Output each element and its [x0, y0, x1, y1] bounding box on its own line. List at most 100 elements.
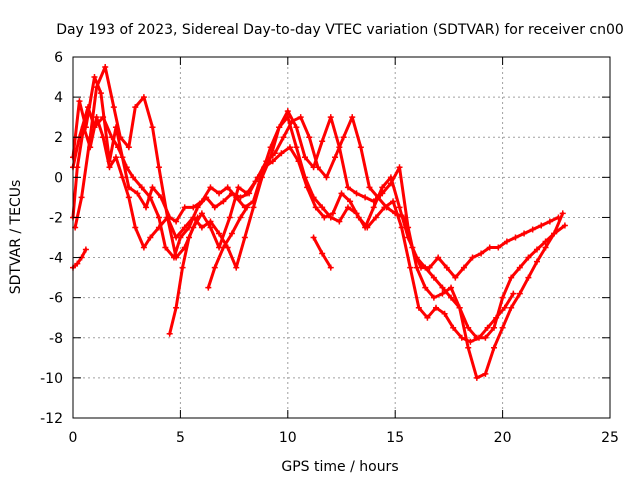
data-point [340, 134, 347, 141]
data-point [559, 210, 566, 217]
data-point [181, 204, 188, 211]
data-point [529, 226, 536, 233]
data-point [173, 218, 180, 225]
plot-frame [72, 56, 611, 419]
y-tick-label: 4 [54, 90, 63, 106]
data-point [422, 284, 429, 291]
data-point [499, 294, 506, 301]
data-point [482, 334, 489, 341]
data-point [267, 154, 274, 161]
data-point [542, 238, 549, 245]
series-line [206, 205, 249, 290]
data-point [143, 204, 150, 211]
data-point [301, 174, 308, 181]
y-axis-label: SDTVAR / TECUs [8, 180, 24, 295]
data-point [478, 250, 485, 257]
data-point [149, 124, 156, 131]
data-point [115, 144, 122, 151]
data-point [435, 254, 442, 261]
y-tick-label: -4 [49, 251, 63, 267]
data-point [216, 230, 223, 237]
data-point [85, 104, 92, 111]
data-point [495, 244, 502, 251]
data-point [125, 144, 132, 151]
data-point [525, 274, 532, 281]
data-point [80, 124, 87, 131]
data-point [211, 264, 218, 271]
chart-title: Day 193 of 2023, Sidereal Day-to-day VTE… [56, 22, 624, 38]
data-point [140, 244, 147, 251]
data-point [155, 224, 162, 231]
data-point [233, 264, 240, 271]
x-tick-label: 5 [176, 430, 185, 446]
series-track-7 [205, 204, 250, 291]
data-point [327, 214, 334, 221]
data-point [162, 244, 169, 251]
data-point [278, 150, 285, 157]
data-point [119, 174, 126, 181]
data-point [501, 304, 508, 311]
data-point [430, 274, 437, 281]
data-point [546, 218, 553, 225]
data-point [503, 238, 510, 245]
data-point [465, 344, 472, 351]
data-point [224, 184, 231, 191]
data-point [323, 174, 330, 181]
data-point [439, 284, 446, 291]
data-point [357, 144, 364, 151]
data-point [353, 190, 360, 197]
y-tick-label: -2 [49, 210, 63, 226]
data-point [551, 230, 558, 237]
data-point [362, 224, 369, 231]
data-point [97, 90, 104, 97]
x-tick-label: 0 [69, 430, 78, 446]
data-point [123, 164, 130, 171]
data-point [140, 94, 147, 101]
data-point [181, 224, 188, 231]
data-point [297, 114, 304, 121]
data-point [347, 198, 354, 205]
y-tick-label: -10 [40, 371, 63, 387]
data-point [198, 210, 205, 217]
data-point [112, 154, 119, 161]
data-point [284, 108, 291, 115]
data-point [396, 164, 403, 171]
data-point [370, 204, 377, 211]
data-point [372, 214, 379, 221]
series-line [71, 248, 88, 270]
data-point [542, 244, 549, 251]
data-point [220, 244, 227, 251]
data-point [106, 164, 113, 171]
data-point [93, 84, 100, 91]
data-point [259, 174, 266, 181]
data-point [166, 330, 173, 337]
data-point [366, 184, 373, 191]
data-point [312, 204, 319, 211]
data-point [555, 214, 562, 221]
data-point [349, 114, 356, 121]
data-point [516, 264, 523, 271]
data-point [510, 290, 517, 297]
data-point [147, 194, 154, 201]
data-point [484, 324, 491, 331]
data-point [194, 214, 201, 221]
data-point [387, 174, 394, 181]
data-point [407, 264, 414, 271]
data-point [76, 98, 83, 105]
data-point [130, 174, 137, 181]
data-point [538, 222, 545, 229]
data-point [424, 314, 431, 321]
data-point [362, 194, 369, 201]
data-point [216, 190, 223, 197]
data-point [456, 304, 463, 311]
data-point [293, 124, 300, 131]
data-point [329, 210, 336, 217]
data-point [286, 144, 293, 151]
data-point [525, 254, 532, 261]
data-point [110, 104, 117, 111]
x-tick-label: 15 [386, 430, 404, 446]
data-point [439, 290, 446, 297]
data-point [100, 134, 107, 141]
